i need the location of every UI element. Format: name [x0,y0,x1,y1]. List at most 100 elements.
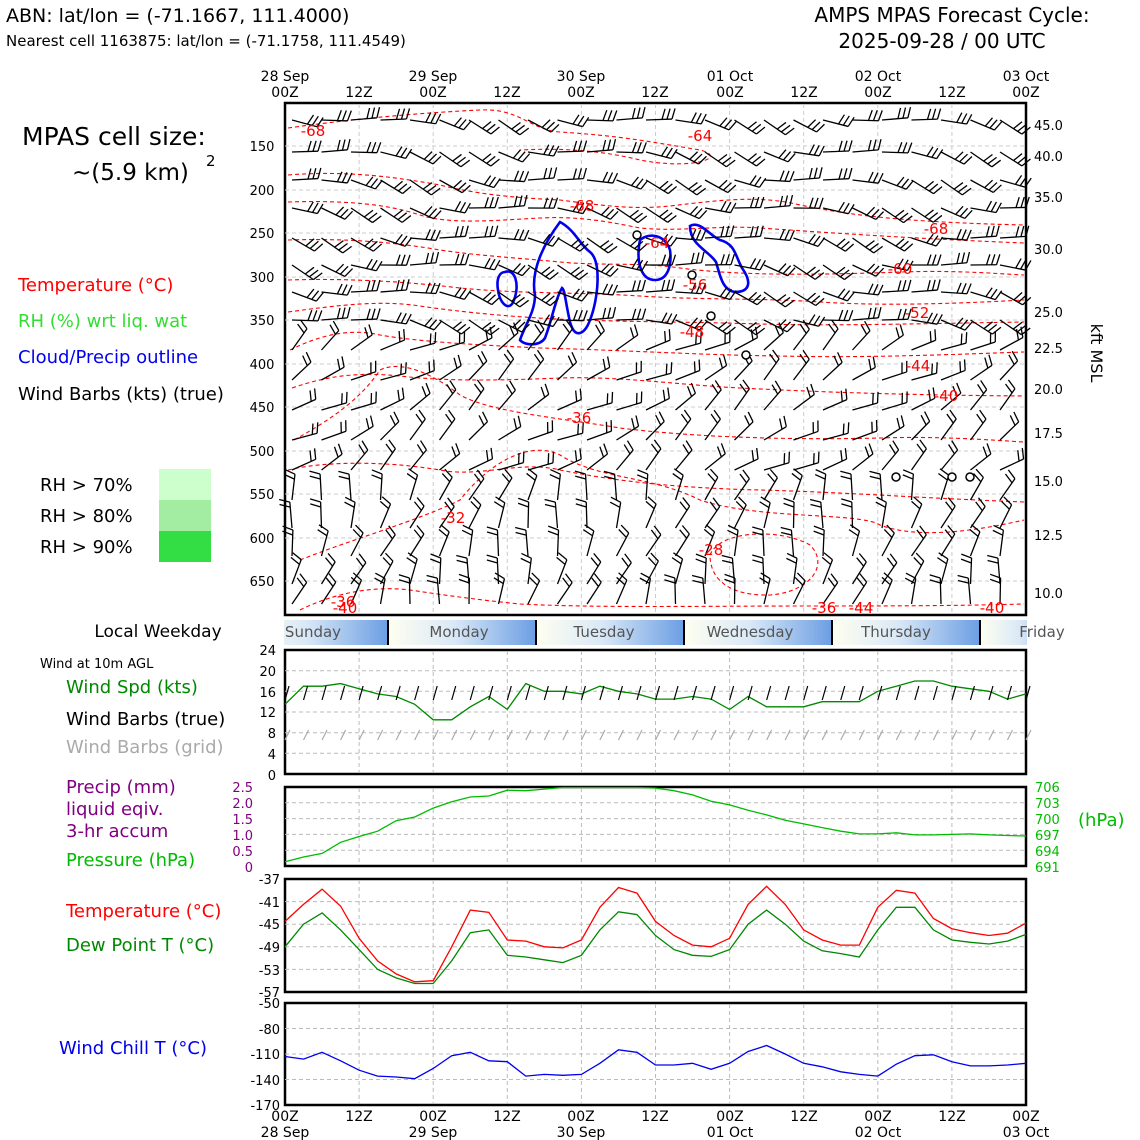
wind-barb-feather [938,552,949,560]
wind-barb-feather [903,215,913,224]
wind-barb-feather [631,308,637,320]
wind-barb-feather [355,524,364,534]
precip-ytick: 0.5 [232,845,253,860]
grid-wind-barb [506,729,513,741]
wind-barb-feather [907,308,912,320]
wind-barb-feather [363,209,374,218]
wind-barb-feather [1021,327,1031,336]
wind-barb-feather [665,235,674,245]
wind-barb-feather [480,351,488,362]
wind-barb-feather [515,526,527,531]
contour-label: -44 [849,599,874,617]
kft-axis: 45.0 40.0 35.0 30.0 25.0 22.5 20.0 17.5 … [1034,119,1106,602]
temp-ytick: -37 [259,873,280,888]
wind-barb-staff [350,151,378,154]
wind-barb-feather [992,184,1002,193]
wind-barb-feather [838,140,843,152]
wind-barb-feather [844,448,848,460]
wind-barb-feather [506,349,515,360]
wind-barb-feather [521,267,531,277]
grid-wind-barb [302,729,310,741]
wind-barb-feather [847,204,855,215]
top-hour-label: 12Z [790,85,817,101]
wind-barb-feather [995,225,1000,237]
wind-barb-feather [658,411,665,422]
wind-barb-feather [872,356,876,368]
wind-barb-feather [346,172,353,184]
wind-barb-feather [840,269,850,278]
top-hour-label: 00Z [271,85,298,101]
wind-barb-feather [1020,196,1025,208]
wind-barb-feather [840,390,843,402]
wind-barb-feather [956,282,962,294]
wind-barb-feather [338,242,348,251]
cloud-outline [496,270,518,308]
wind-barb-feather [335,263,345,273]
wind-barb-feather [379,500,390,510]
wind-barb-feather [823,552,833,561]
grid-wind-barb [747,729,754,741]
wind-barb-feather [476,469,485,480]
wind-barb-feather [313,448,317,460]
wind-barb-feather [1021,448,1025,460]
wind-barb-feather [336,139,341,151]
wind-barb-feather [638,243,648,252]
wind-barb-feather [818,167,823,179]
wind-barb-feather [489,326,493,338]
wind-barb-feather [774,325,781,337]
wind-barb-feather [671,313,678,325]
wind-barb-feather [664,574,676,579]
wind-barb-feather [572,309,578,321]
wind-barb-feather [872,393,874,405]
wind-barb-feather [485,329,489,341]
wind-barb-feather [397,389,401,401]
cross-section-panel: 150 200 250 300 350 400 450 500 550 600 … [250,101,1106,617]
grid-wind-barb [932,729,939,741]
wind-barb-feather [876,496,887,503]
pressure-tick: 450 [250,401,275,416]
wind-barb-feather [637,469,648,475]
wind-barb-feather [1025,196,1030,208]
wind-barb-feather [299,573,308,583]
wind-barb-feather [653,525,662,536]
wind-barb-feather [966,251,971,263]
wind-barb-feather [868,358,872,370]
wind-barb-feather [835,266,846,275]
wind-barb-feather [860,324,868,335]
wind-barb-feather [738,496,747,506]
wind-barb-feather [931,279,936,291]
wind-barb-feather [602,358,606,370]
wind-barb-feather [278,498,290,503]
forecast-title-1: AMPS MPAS Forecast Cycle: [814,3,1089,27]
wind-barb-feather [313,272,323,281]
wind-barb-feather [655,414,662,426]
wind-barb-feather [813,530,825,536]
wind-barb-feather [661,312,668,323]
wind-barb-feather [932,214,943,223]
wind-barb-feather [602,171,609,183]
wind-barb-feather [376,142,382,153]
weekday-label: Thursday [860,623,931,641]
wind-barb-feather [305,351,312,363]
wind-barb-feather [682,497,691,507]
wind-barb-feather [936,279,941,291]
wind-barb-feather [315,292,324,302]
wind-barb-feather [664,331,667,343]
wind-barb-feather [961,229,967,240]
temperature-contour [287,109,711,165]
wind-barb-feather [513,322,519,334]
wind-barb-feather [606,393,609,405]
wind-barb-feather [546,121,555,131]
wind-barb-feather [752,559,764,564]
wind-barb-feather [928,183,939,192]
wind-barb-feather [311,290,320,300]
wind-barb-feather [784,229,790,241]
wind-barb-feather [490,447,494,459]
wind-barb-staff [881,151,909,154]
wind-barb-feather [848,310,854,321]
true-wind-barb [432,685,438,701]
wind-barb-feather [296,577,305,588]
wind-barb-feather [544,383,550,395]
calm-wind-marker [891,472,901,482]
precip-pressure-panel: Precip (mm) liquid eqiv. 3-hr accum Pres… [66,777,1125,876]
